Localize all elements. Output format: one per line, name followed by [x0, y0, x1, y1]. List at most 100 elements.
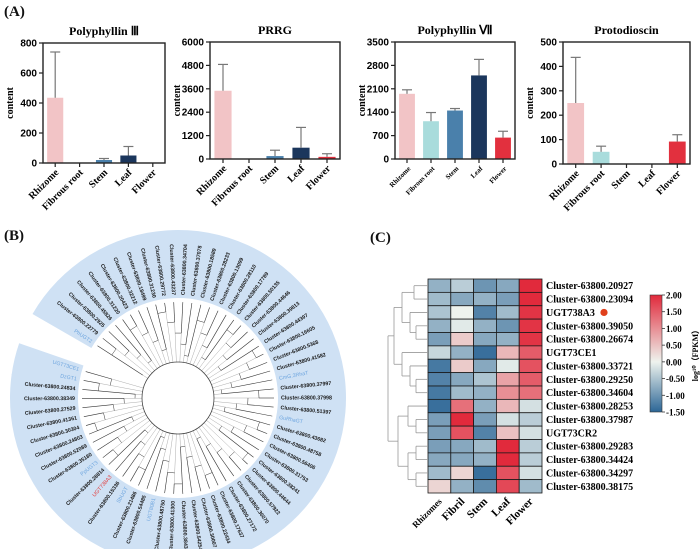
heatmap-cell — [473, 291, 497, 307]
y-tick-label: 1400 — [367, 108, 390, 119]
tree-branch — [140, 354, 155, 371]
tree-branch — [223, 411, 271, 426]
tree-branch — [142, 332, 149, 336]
tree-branch — [152, 340, 159, 343]
colorbar-tick-label: -1.00 — [666, 391, 685, 401]
tree-branch — [256, 421, 260, 430]
bar-stem — [266, 156, 284, 159]
heatmap-cell — [518, 479, 543, 494]
tree-branch — [208, 417, 232, 433]
tree-branch — [131, 416, 134, 422]
tree-branch — [138, 310, 149, 333]
x-tick-label: Flower — [488, 165, 509, 186]
tree-branch — [223, 407, 226, 412]
heatmap-cell — [495, 358, 520, 374]
tree-branch — [205, 446, 227, 482]
tree-branch — [130, 466, 140, 482]
y-tick-label: 300 — [540, 86, 557, 97]
heatmap-cell — [450, 385, 474, 400]
tree-branch — [201, 425, 230, 457]
tree-branch — [146, 307, 159, 341]
bar-rhizome — [214, 90, 232, 159]
bar-chart-3: Polyphyllin Ⅶ content 0 700 1400 2100 2800 3500… — [357, 23, 516, 197]
tree-branch — [160, 447, 166, 450]
tree-branch — [186, 456, 193, 458]
bar-fibrous-root — [592, 151, 610, 164]
tree-branch — [196, 320, 205, 323]
tree-branch — [128, 350, 153, 374]
tree-leaf-label: DzGT1 — [60, 374, 78, 383]
tree-branch — [167, 472, 175, 474]
heatmap-cell — [427, 425, 452, 440]
heatmap-row-label: Cluster-63800.29283 — [546, 442, 633, 453]
y-tick-label: 0 — [383, 155, 389, 166]
tree-leaf-label: Cluster-63800.37997 — [280, 381, 331, 392]
tree-branch — [186, 457, 193, 494]
tree-branch — [167, 433, 174, 473]
tree-branch — [146, 448, 162, 489]
tree-branch — [117, 417, 148, 438]
tree-branch — [173, 433, 177, 484]
tree-branch — [164, 472, 168, 494]
clade-highlight-band — [10, 230, 346, 549]
heatmap-cell — [427, 385, 452, 400]
tree-branch — [144, 429, 149, 434]
heatmap-cell — [450, 278, 474, 293]
tree-branch — [83, 380, 100, 384]
tree-branch — [243, 431, 264, 443]
tree-branch — [198, 427, 218, 453]
x-tick-label: Leaf — [286, 163, 308, 185]
bar-stem — [95, 160, 113, 163]
heatmap-cell — [473, 372, 497, 387]
bar-rhizome — [47, 97, 64, 163]
panel-label-c: (C) — [370, 230, 391, 246]
tree-branch — [221, 388, 274, 395]
tree-branch — [140, 441, 146, 445]
heatmap-row-label: Cluster-63800.20927 — [546, 281, 633, 292]
tree-branch — [213, 401, 248, 405]
tree-leaf-label: Cluster-63800.51397 — [280, 405, 331, 416]
heatmap-cell — [473, 332, 497, 347]
heatmap-row-label: UGT73CR2 — [546, 428, 597, 439]
tree-branch — [194, 466, 202, 492]
tree-branch — [151, 360, 158, 369]
tree-branch — [115, 441, 142, 472]
heatmap-cell — [427, 372, 452, 387]
y-tick-label: 0 — [31, 159, 37, 170]
heatmap-cell — [427, 465, 452, 481]
tree-branch — [226, 329, 234, 335]
heatmap-cell — [495, 452, 520, 467]
heatmap-cell — [427, 278, 452, 293]
tree-branch — [130, 314, 138, 327]
tree-branch — [195, 429, 207, 447]
plot-frame — [562, 41, 691, 165]
heatmap-cell — [427, 358, 452, 374]
plot-frame — [42, 42, 166, 164]
tree-branch — [166, 349, 170, 364]
tree-leaf-label: GuRhaGT — [279, 415, 305, 426]
tree-branch — [184, 355, 189, 357]
tree-branch — [206, 359, 227, 376]
tree-branch — [183, 344, 187, 363]
tree-branch — [97, 345, 143, 376]
heatmap-cell — [427, 345, 452, 360]
tree-branch — [216, 452, 235, 477]
tree-branch — [173, 302, 175, 323]
bar-flower — [495, 137, 511, 159]
bar-chart-1: Polyphyllin Ⅲcontent0200400600800Rhizome… — [5, 24, 166, 213]
tree-branch — [82, 404, 114, 408]
heatmap: Cluster-63800.20927 Cluster-63800.23094 UG… — [387, 278, 700, 530]
tree-branch — [157, 311, 166, 314]
tree-branch — [187, 304, 202, 357]
chart-title: PRRG — [258, 23, 292, 37]
tree-branch — [160, 430, 164, 437]
heatmap-cell — [473, 305, 497, 320]
heatmap-cell — [518, 358, 543, 374]
tree-branch — [113, 404, 115, 411]
tree-branch — [206, 314, 227, 348]
tree-branch — [85, 371, 112, 380]
heatmap-cell — [495, 412, 520, 427]
tree-branch — [85, 422, 95, 426]
y-tick-label: 0 — [198, 155, 204, 166]
tree-branch — [160, 431, 167, 449]
